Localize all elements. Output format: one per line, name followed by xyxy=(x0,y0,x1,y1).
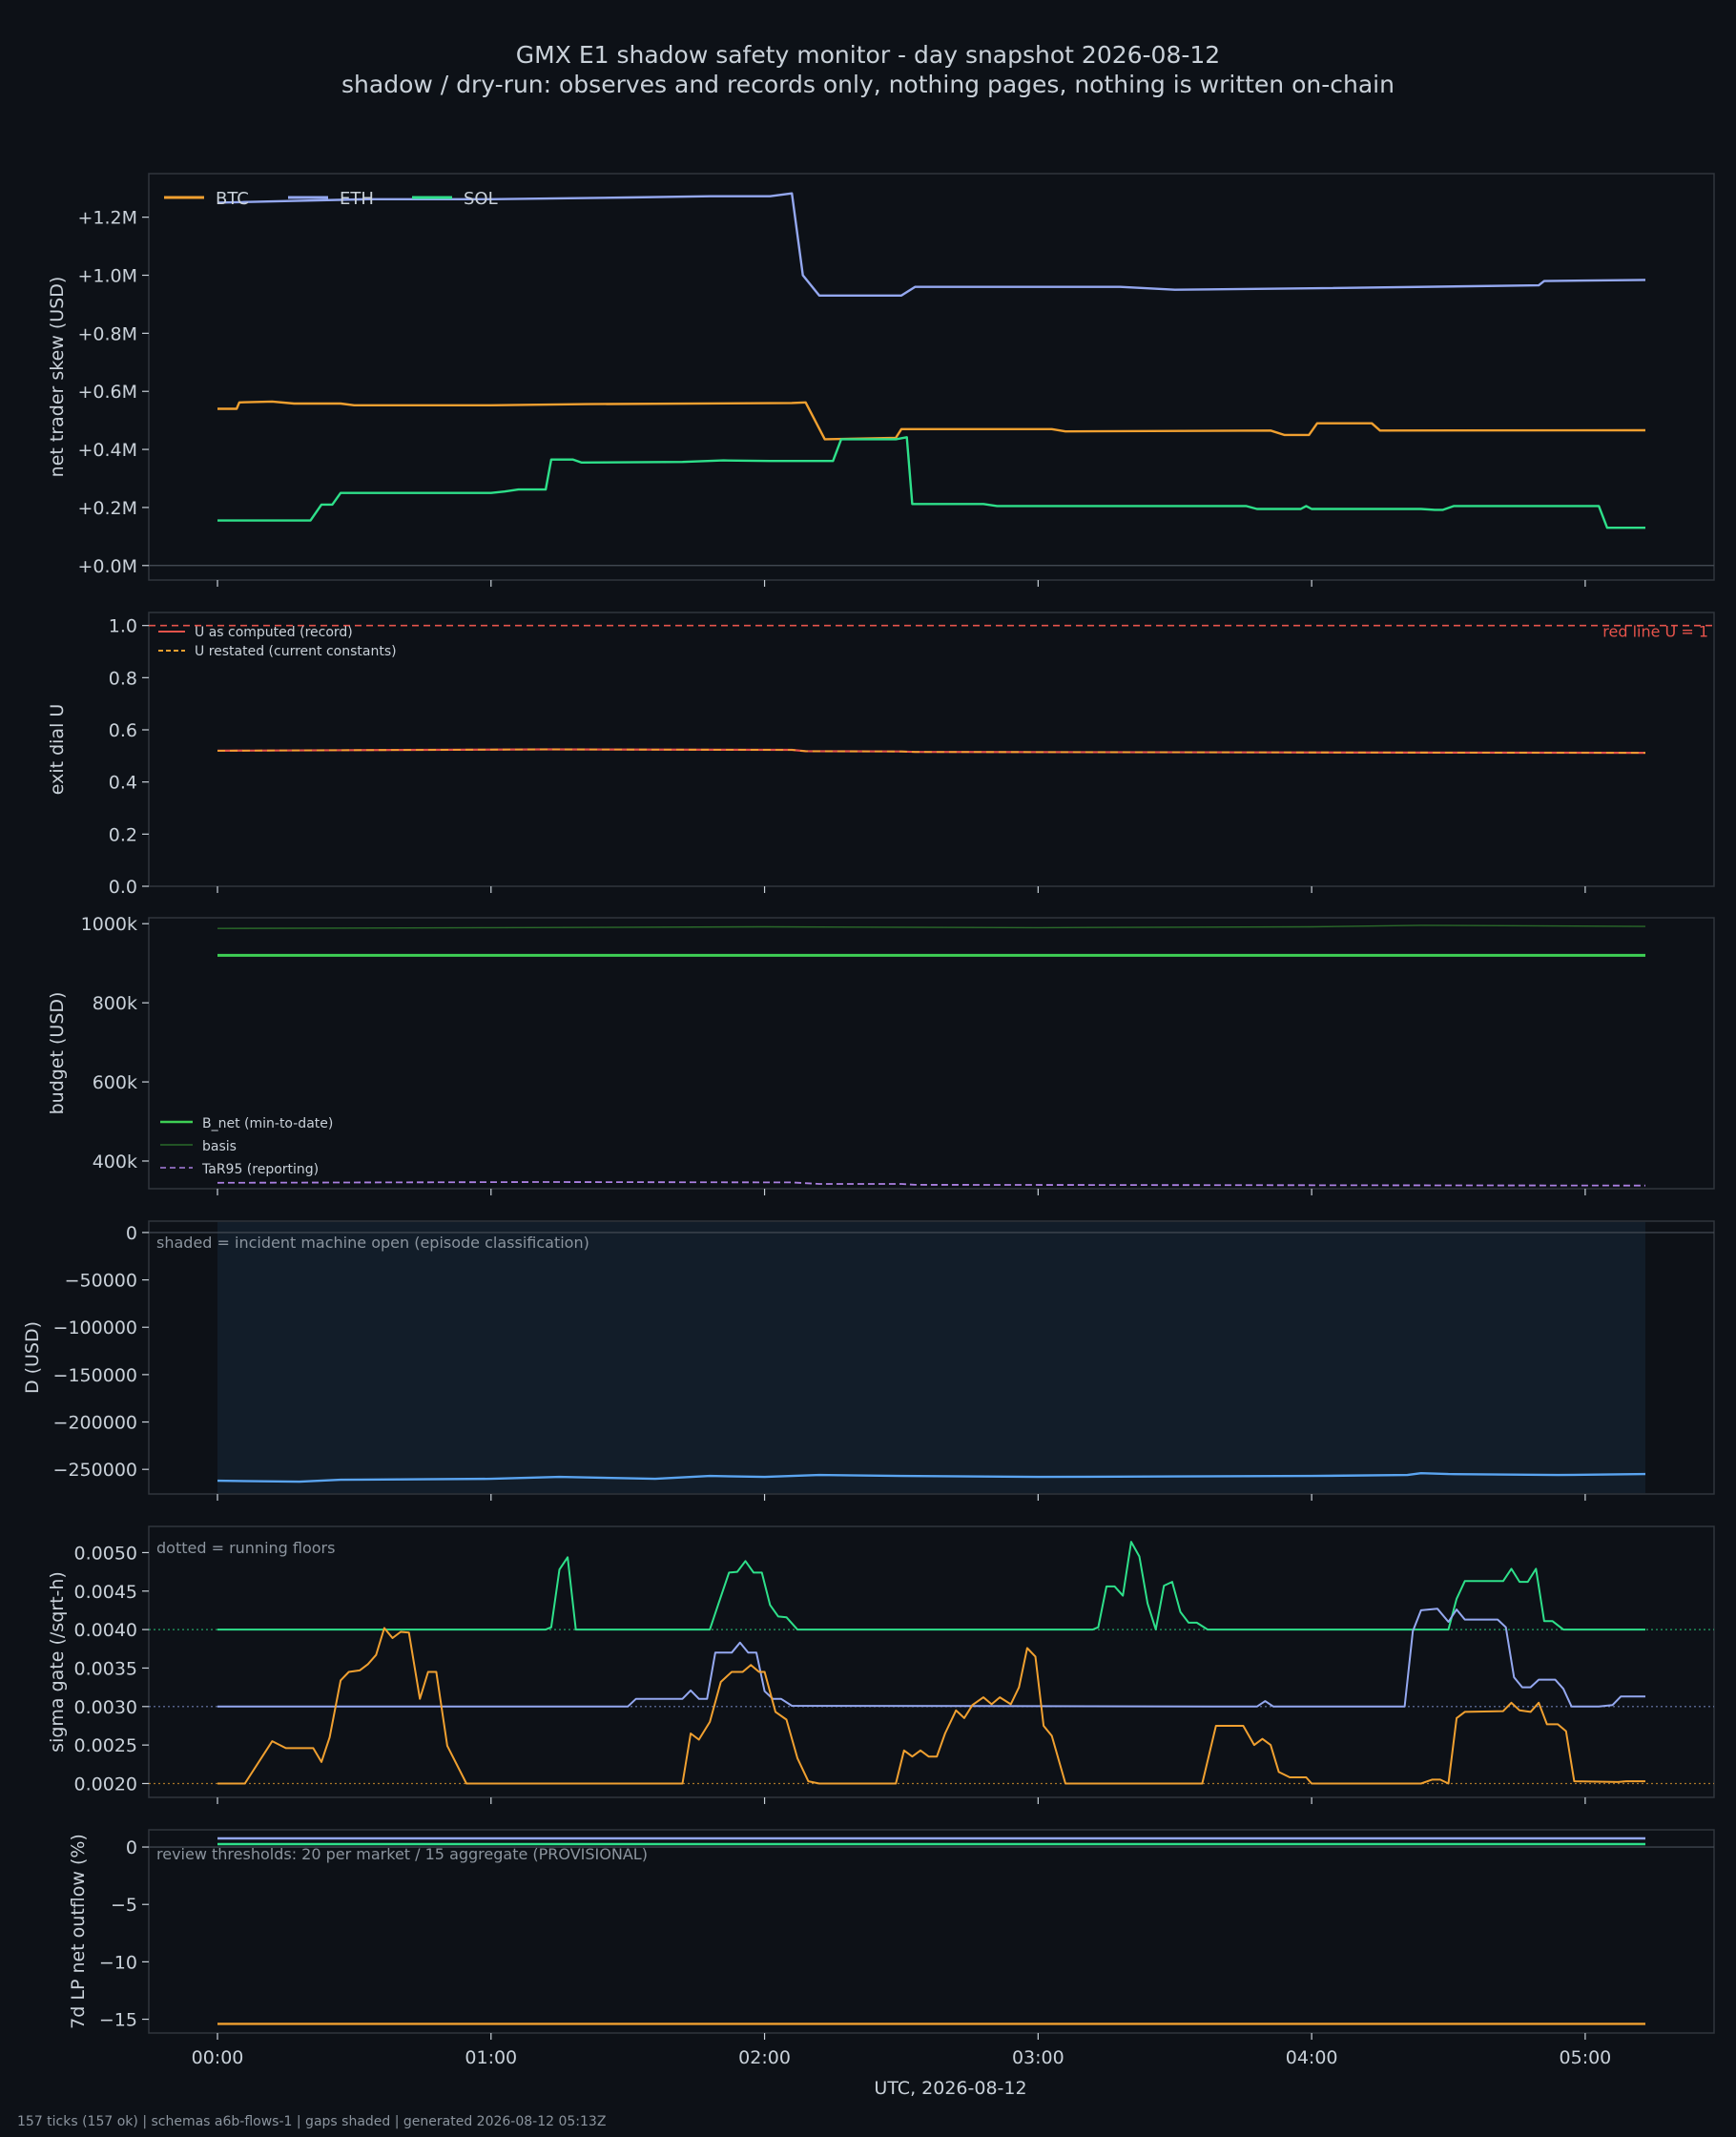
ylabel-lp-outflow: 7d LP net outflow (%) xyxy=(68,1834,89,2029)
ytick-label: 800k xyxy=(93,993,137,1014)
panel-exit-dial: red line U = 1 0.0 0.2 0.4 0.6 0.8 1.0 exit dia… xyxy=(47,612,1715,898)
axes-frame-budget xyxy=(148,917,1715,1190)
legend-label-u-1: U restated (current constants) xyxy=(195,644,397,659)
xtick-label: 00:00 xyxy=(192,2047,244,2068)
panels: +0.0M +0.2M +0.4M +0.6M +0.8M +1.0M +1.2M net t… xyxy=(22,173,1715,2099)
series-line-sigma-gate-sol xyxy=(217,1541,1645,1631)
ytick-label: 0.0020 xyxy=(74,1774,137,1795)
ytick-label: 0.0025 xyxy=(74,1735,137,1756)
axes-frame-skew xyxy=(148,173,1715,581)
red-line-label: red line U = 1 xyxy=(1602,623,1708,641)
ytick-label: 0 xyxy=(126,1837,137,1858)
legend-label-budget-0: B_net (min-to-date) xyxy=(202,1116,333,1131)
ytick-label: −15 xyxy=(99,2010,137,2031)
legend-label-eth: ETH xyxy=(340,189,374,209)
ytick-label: −100000 xyxy=(53,1317,137,1338)
ytick-label: 0.0 xyxy=(109,877,137,898)
footer-status: 157 ticks (157 ok) | schemas a6b-flows-1… xyxy=(17,2114,606,2129)
ytick-label: +0.6M xyxy=(77,382,137,403)
axes-frame-lp-outflow xyxy=(148,1829,1715,2034)
xtick-label: 04:00 xyxy=(1286,2047,1338,2068)
ytick-label: −250000 xyxy=(53,1460,137,1481)
xlabel: UTC, 2026-08-12 xyxy=(874,2078,1026,2099)
ytick-label: 1000k xyxy=(81,914,137,935)
legend-label-u-0: U as computed (record) xyxy=(195,625,353,640)
legend-label-btc: BTC xyxy=(216,189,249,209)
ylabel-skew: net trader skew (USD) xyxy=(47,277,68,478)
ytick-label: 600k xyxy=(93,1072,137,1093)
ytick-label: 0.0050 xyxy=(74,1543,137,1564)
panel-sigma-gate: 0.0020 0.0025 0.0030 0.0035 0.0040 0.0045 0.00… xyxy=(47,1525,1715,1804)
xtick-label: 03:00 xyxy=(1012,2047,1064,2068)
ytick-label: −50000 xyxy=(65,1271,137,1292)
ytick-label: +0.2M xyxy=(77,498,137,519)
series-line-exit-dial-btc xyxy=(217,748,1646,754)
ytick-label: −10 xyxy=(99,1952,137,1973)
ytick-label: +0.0M xyxy=(77,556,137,577)
ytick-label: −200000 xyxy=(53,1413,137,1434)
ytick-label: 0.2 xyxy=(109,824,137,845)
panel-budget: 400k 600k 800k 1000k budget (USD) B_net (min-… xyxy=(47,914,1715,1195)
incident-shaded-region xyxy=(217,1222,1645,1493)
ytick-label: 0.0030 xyxy=(74,1697,137,1718)
annotation-drawdown: shaded = incident machine open (episode … xyxy=(156,1234,589,1252)
legend-label-sol: SOL xyxy=(464,189,498,209)
ytick-label: −5 xyxy=(111,1895,137,1916)
ytick-label: 0 xyxy=(126,1223,137,1244)
ytick-label: +0.4M xyxy=(77,440,137,461)
ytick-label: 0.8 xyxy=(109,668,137,689)
annotation-lp-outflow: review thresholds: 20 per market / 15 ag… xyxy=(156,1845,648,1863)
ytick-label: +1.2M xyxy=(77,208,137,229)
panel-drawdown: −250000 −200000 −150000 −100000 −50000 0 D (US… xyxy=(22,1220,1715,1501)
series-line-skew-sol xyxy=(217,436,1645,529)
xtick-label: 05:00 xyxy=(1560,2047,1612,2068)
series-line-drawdown-d_blue xyxy=(217,1471,1646,1483)
ytick-label: 0.0040 xyxy=(74,1620,137,1641)
legend-label-budget-2: TaR95 (reporting) xyxy=(201,1162,319,1177)
legend-label-budget-1: basis xyxy=(202,1139,237,1154)
ytick-label: +1.0M xyxy=(77,266,137,287)
ytick-label: 0.6 xyxy=(109,720,137,741)
ylabel-sigma-gate: sigma gate (/sqrt-h) xyxy=(47,1571,68,1753)
ylabel-budget: budget (USD) xyxy=(47,992,68,1115)
annotation-sigma-gate: dotted = running floors xyxy=(156,1539,335,1557)
ytick-label: 0.4 xyxy=(109,773,137,794)
series-line-sigma-gate-eth xyxy=(217,1608,1645,1708)
series-line-budget-tar_purple xyxy=(217,1181,1646,1187)
chart-title: GMX E1 shadow safety monitor - day snaps… xyxy=(516,41,1220,69)
ytick-label: +0.8M xyxy=(77,323,137,344)
xtick-label: 01:00 xyxy=(465,2047,517,2068)
panel-lp-outflow: −15 −10 −5 0 7d LP net outflow (%) review thr… xyxy=(68,1829,1715,2099)
ytick-label: 0.0035 xyxy=(74,1658,137,1679)
ytick-label: 1.0 xyxy=(109,616,137,637)
ytick-label: 400k xyxy=(93,1151,137,1172)
series-line-budget-basis_green xyxy=(217,924,1646,929)
ylabel-drawdown: D (USD) xyxy=(22,1321,43,1394)
series-line-skew-eth xyxy=(217,192,1646,297)
xtick-label: 02:00 xyxy=(738,2047,791,2068)
series-line-sigma-gate-btc xyxy=(217,1627,1645,1785)
ylabel-exit-dial: exit dial U xyxy=(47,704,68,796)
chart-subtitle: shadow / dry-run: observes and records o… xyxy=(341,71,1395,98)
ytick-label: −150000 xyxy=(53,1365,137,1386)
series-line-skew-btc xyxy=(217,400,1646,441)
panel-skew: +0.0M +0.2M +0.4M +0.6M +0.8M +1.0M +1.2M net t… xyxy=(47,173,1715,587)
ytick-label: 0.0045 xyxy=(74,1582,137,1603)
